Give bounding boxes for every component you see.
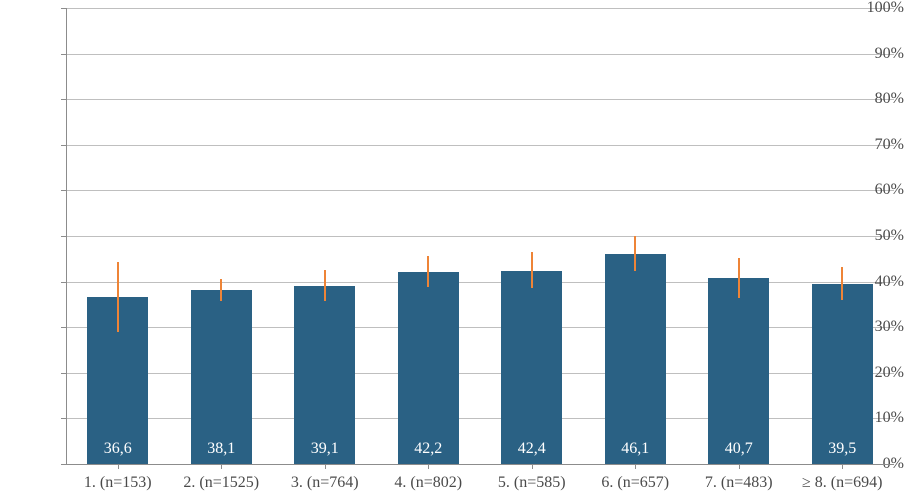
error-bar bbox=[427, 256, 429, 287]
x-tick-label: 6. (n=657) bbox=[601, 474, 669, 492]
y-tick-label: 90% bbox=[848, 45, 904, 63]
error-bar bbox=[841, 267, 843, 300]
x-tick-label: 5. (n=585) bbox=[498, 474, 566, 492]
x-tick-mark bbox=[118, 464, 119, 469]
x-tick-label: 1. (n=153) bbox=[84, 474, 152, 492]
x-tick-label: 3. (n=764) bbox=[291, 474, 359, 492]
gridline bbox=[66, 282, 894, 283]
bar-value-label: 40,7 bbox=[725, 440, 753, 458]
x-tick-label: 4. (n=802) bbox=[394, 474, 462, 492]
bar bbox=[605, 254, 666, 464]
x-tick-mark bbox=[532, 464, 533, 469]
x-tick-label: ≥ 8. (n=694) bbox=[802, 474, 882, 492]
error-bar bbox=[738, 258, 740, 298]
error-bar bbox=[324, 270, 326, 301]
gridline bbox=[66, 190, 894, 191]
error-bar bbox=[220, 279, 222, 300]
x-axis bbox=[66, 464, 894, 465]
bar-value-label: 39,5 bbox=[828, 440, 856, 458]
bar-chart: 0%10%20%30%40%50%60%70%80%90%100%36,61. … bbox=[0, 0, 904, 502]
gridline bbox=[66, 236, 894, 237]
gridline bbox=[66, 54, 894, 55]
x-tick-mark bbox=[428, 464, 429, 469]
bar-value-label: 42,4 bbox=[518, 440, 546, 458]
bar-value-label: 39,1 bbox=[311, 440, 339, 458]
y-tick-label: 50% bbox=[848, 227, 904, 245]
gridline bbox=[66, 145, 894, 146]
y-axis bbox=[66, 8, 67, 464]
gridline bbox=[66, 8, 894, 9]
x-tick-mark bbox=[635, 464, 636, 469]
y-tick-label: 100% bbox=[848, 0, 904, 17]
bar bbox=[812, 284, 873, 464]
x-tick-mark bbox=[842, 464, 843, 469]
gridline bbox=[66, 99, 894, 100]
bar-value-label: 38,1 bbox=[207, 440, 235, 458]
y-tick-label: 80% bbox=[848, 90, 904, 108]
bar bbox=[294, 286, 355, 464]
x-tick-mark bbox=[739, 464, 740, 469]
x-tick-label: 2. (n=1525) bbox=[183, 474, 259, 492]
error-bar bbox=[531, 252, 533, 288]
y-tick-label: 60% bbox=[848, 181, 904, 199]
bar-value-label: 46,1 bbox=[621, 440, 649, 458]
bar-value-label: 42,2 bbox=[414, 440, 442, 458]
bar bbox=[398, 272, 459, 464]
error-bar bbox=[117, 262, 119, 331]
x-tick-mark bbox=[221, 464, 222, 469]
x-tick-label: 7. (n=483) bbox=[705, 474, 773, 492]
bar-value-label: 36,6 bbox=[104, 440, 132, 458]
bar bbox=[191, 290, 252, 464]
error-bar bbox=[634, 236, 636, 271]
bar bbox=[501, 271, 562, 464]
bar bbox=[708, 278, 769, 464]
y-tick-label: 70% bbox=[848, 136, 904, 154]
x-tick-mark bbox=[325, 464, 326, 469]
